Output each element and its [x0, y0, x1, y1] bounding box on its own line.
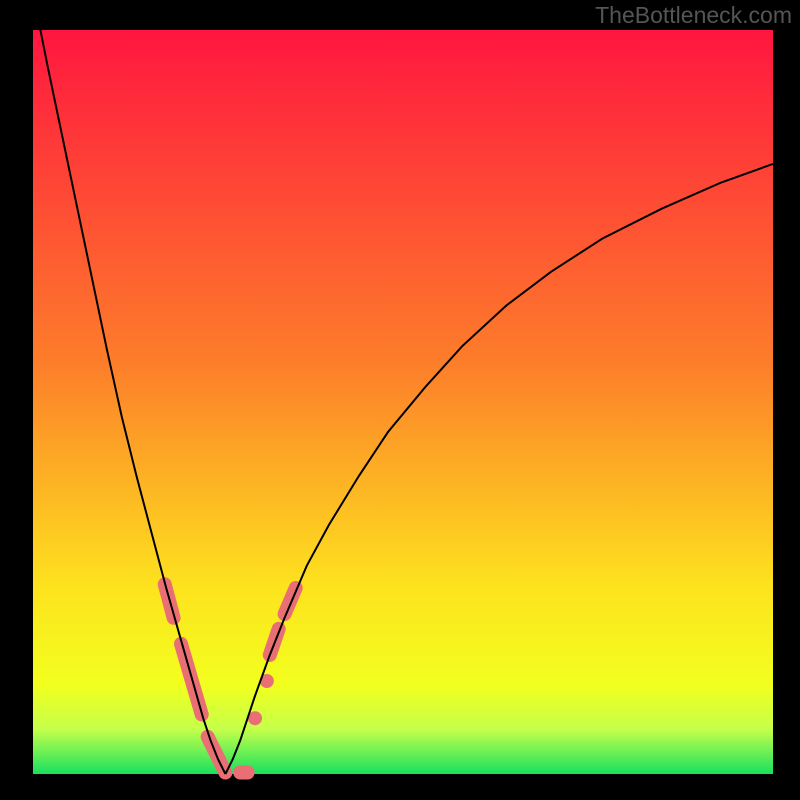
curve-right [225, 164, 773, 774]
watermark-text: TheBottleneck.com [595, 2, 792, 29]
curve-left [33, 0, 225, 774]
plot-svg [33, 30, 773, 774]
plot-background [33, 30, 773, 774]
chart-frame: TheBottleneck.com [0, 0, 800, 800]
marker-layer [165, 584, 296, 772]
curve-layer [33, 0, 773, 774]
marker-segment [285, 588, 296, 614]
